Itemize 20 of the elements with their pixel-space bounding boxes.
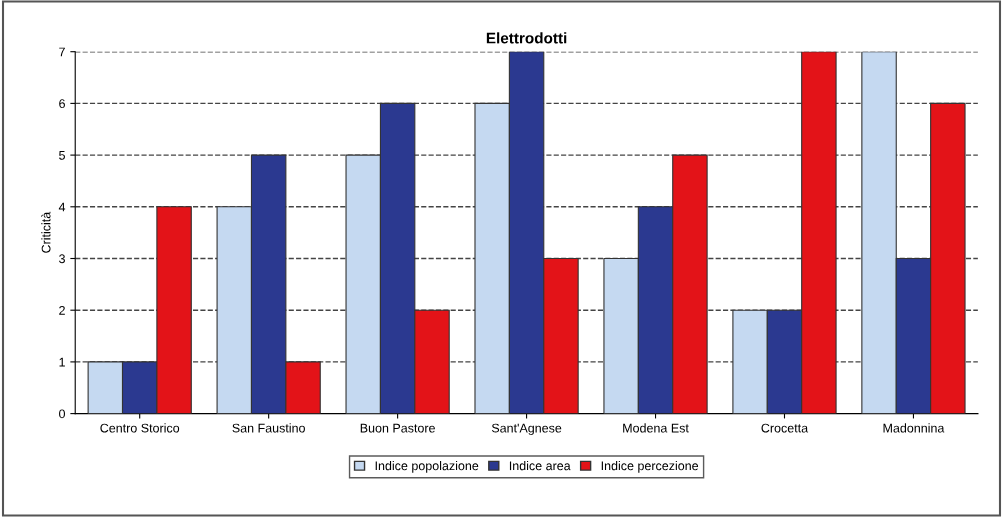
legend-label: Indice area bbox=[509, 461, 571, 471]
y-tick-label: 5 bbox=[59, 151, 65, 160]
y-tick-label: 3 bbox=[59, 254, 65, 264]
x-tick-label: Centro Storico bbox=[100, 423, 180, 433]
legend-label: Indice popolazione bbox=[375, 461, 479, 473]
y-tick-label: 6 bbox=[59, 99, 65, 109]
y-tick-label: 4 bbox=[58, 202, 66, 212]
x-tick-label: Modena Est bbox=[623, 423, 689, 433]
x-tick-label: Buon Pastore bbox=[360, 423, 435, 433]
x-tick-label: San Faustino bbox=[232, 423, 305, 433]
y-axis-title: Criticità bbox=[41, 211, 51, 253]
y-tick-label: 7 bbox=[59, 47, 65, 57]
y-tick-label: 2 bbox=[59, 306, 65, 315]
x-tick-label: Sant'Agnese bbox=[491, 423, 562, 435]
y-tick-label: 0 bbox=[59, 409, 66, 419]
legend-label: Indice percezione bbox=[601, 461, 699, 473]
y-tick-label: 1 bbox=[59, 357, 65, 367]
chart-title: Elettrodotti bbox=[486, 32, 567, 44]
x-tick-label: Crocetta bbox=[761, 423, 809, 433]
x-tick-label: Madonnina bbox=[883, 423, 945, 433]
